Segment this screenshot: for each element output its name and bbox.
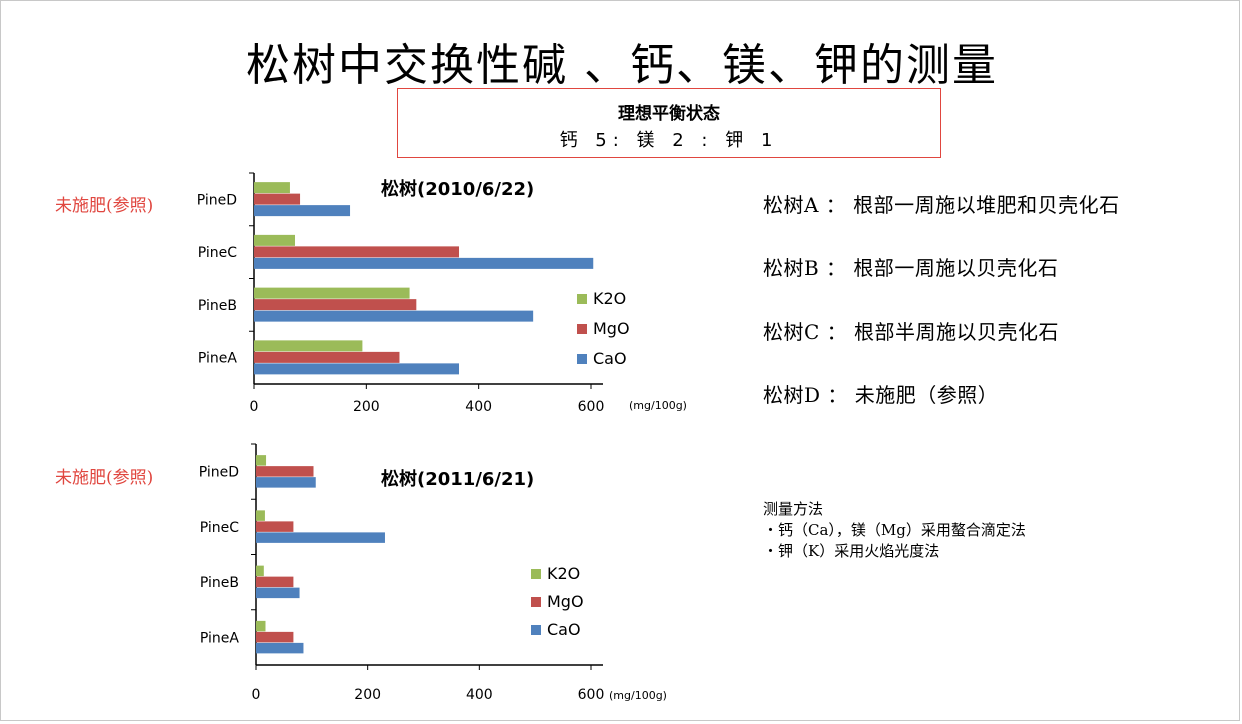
category-label-pined-2011: PineD — [199, 465, 239, 481]
bar-mgo-pinea-2010 — [254, 351, 400, 363]
tree-legend-c: 松树C ： 根部半周施以贝壳化石 — [763, 320, 1060, 344]
legend-swatch-k2o-2010 — [577, 294, 587, 304]
ideal-ratio-title: 理想平衡状态 — [618, 104, 720, 124]
bar-mgo-pineb-2011 — [256, 576, 294, 588]
bar-cao-pinec-2010 — [254, 257, 594, 269]
bar-mgo-pined-2011 — [256, 466, 314, 477]
unit-label-2011: (mg/100g) — [609, 689, 667, 702]
category-label-pineb-2011: PineB — [200, 575, 239, 591]
bar-k2o-pineb-2011 — [256, 565, 264, 577]
chart-title-2010: 松树(2010/6/22) — [381, 178, 534, 200]
legend-label-mgo-2011: MgO — [547, 592, 584, 611]
slide-title: 松树中交换性碱 、钙、镁、钾的测量 — [246, 40, 998, 91]
legend-label-k2o-2011: K2O — [547, 564, 580, 583]
bar-mgo-pined-2010 — [254, 193, 301, 205]
x-tick-label-0-2010: 0 — [250, 399, 259, 415]
method-line-2: ・钾（K）采用火焰光度法 — [763, 542, 940, 560]
legend-swatch-cao-2011 — [531, 625, 541, 635]
bar-cao-pinea-2010 — [254, 363, 460, 375]
bar-mgo-pinea-2011 — [256, 631, 294, 643]
ideal-ratio-value: 钙 5: 镁 2 : 钾 1 — [559, 130, 779, 151]
bar-k2o-pinea-2011 — [256, 620, 266, 632]
bar-k2o-pinea-2010 — [254, 340, 363, 352]
legend-label-cao-2010: CaO — [593, 349, 627, 368]
method-line-1: ・钙（Ca），镁（Mg）采用螯合滴定法 — [763, 521, 1026, 539]
legend-label-k2o-2010: K2O — [593, 289, 626, 308]
legend-label-cao-2011: CaO — [547, 620, 581, 639]
legend-swatch-k2o-2011 — [531, 569, 541, 579]
bar-cao-pined-2010 — [254, 205, 351, 217]
tree-legend-b: 松树B ： 根部一周施以贝壳化石 — [763, 256, 1059, 280]
bar-cao-pineb-2010 — [254, 310, 534, 322]
legend-swatch-mgo-2010 — [577, 324, 587, 334]
legend-label-mgo-2010: MgO — [593, 319, 630, 338]
bar-cao-pinea-2011 — [256, 642, 304, 654]
category-label-pinea-2010: PineA — [198, 351, 238, 367]
bar-mgo-pinec-2011 — [256, 521, 294, 532]
category-label-pinea-2011: PineA — [200, 630, 240, 646]
x-tick-label-400-2010: 400 — [465, 399, 492, 415]
category-label-pinec-2011: PineC — [200, 520, 240, 536]
bar-k2o-pined-2010 — [254, 182, 290, 194]
x-tick-label-200-2011: 200 — [354, 687, 381, 703]
category-label-pined-2010: PineD — [197, 192, 237, 208]
category-label-pineb-2010: PineB — [198, 298, 237, 314]
control-label-2010: 未施肥(参照) — [55, 196, 154, 216]
bar-k2o-pinec-2010 — [254, 234, 296, 246]
x-tick-label-0-2011: 0 — [252, 687, 261, 703]
ideal-ratio-box: 理想平衡状态 钙 5: 镁 2 : 钾 1 — [397, 88, 941, 158]
bar-cao-pineb-2011 — [256, 587, 300, 599]
chart-title-2011: 松树(2011/6/21) — [381, 468, 534, 490]
bar-cao-pined-2011 — [256, 477, 316, 488]
tree-legend-d: 松树D ： 未施肥（参照） — [763, 383, 999, 407]
bar-k2o-pineb-2010 — [254, 287, 410, 299]
legend-swatch-cao-2010 — [577, 354, 587, 364]
category-label-pinec-2010: PineC — [198, 245, 238, 261]
bar-k2o-pinec-2011 — [256, 510, 265, 521]
method-title: 测量方法 — [763, 500, 824, 518]
tree-legend-a: 松树A ： 根部一周施以堆肥和贝壳化石 — [763, 193, 1120, 217]
x-tick-label-200-2010: 200 — [353, 399, 380, 415]
unit-label-2010: (mg/100g) — [629, 399, 687, 412]
legend-swatch-mgo-2011 — [531, 597, 541, 607]
x-tick-label-400-2011: 400 — [466, 687, 493, 703]
control-label-2011: 未施肥(参照) — [55, 468, 154, 488]
bar-mgo-pinec-2010 — [254, 246, 460, 258]
method-notes: 测量方法 ・钙（Ca），镁（Mg）采用螯合滴定法 ・钾（K）采用火焰光度法 — [763, 499, 1026, 562]
x-tick-label-600-2011: 600 — [578, 687, 605, 703]
bar-cao-pinec-2011 — [256, 532, 385, 543]
x-tick-label-600-2010: 600 — [578, 399, 605, 415]
bar-k2o-pined-2011 — [256, 455, 267, 466]
bar-mgo-pineb-2010 — [254, 299, 417, 311]
